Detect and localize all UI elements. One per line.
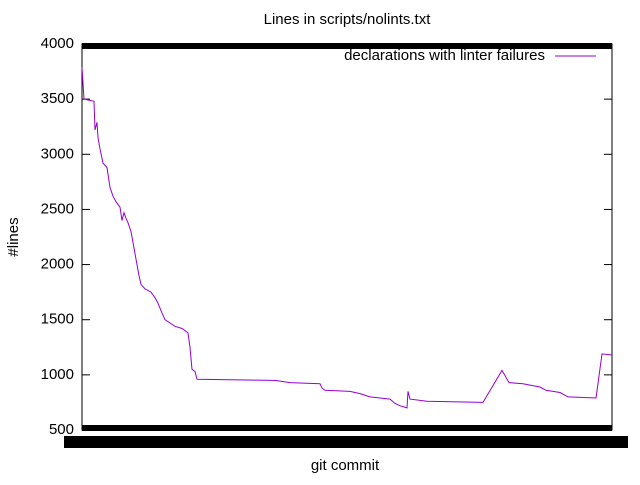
y-tick-label: 3000 <box>41 145 74 162</box>
series-line <box>81 67 613 409</box>
y-tick-label: 2000 <box>41 256 74 273</box>
y-tick-label: 3500 <box>41 90 74 107</box>
y-axis-label: #lines <box>5 217 22 256</box>
top-tick-band <box>82 43 612 49</box>
y-tick-label: 2500 <box>41 200 74 217</box>
legend-label: declarations with linter failures <box>344 47 545 64</box>
y-tick-label: 4000 <box>41 35 74 52</box>
y-tick-label: 1000 <box>41 366 74 383</box>
y-tick-label: 500 <box>49 421 74 438</box>
bottom-tick-band <box>82 425 612 431</box>
chart-title: Lines in scripts/nolints.txt <box>264 11 432 28</box>
x-tick-label-smear <box>64 436 628 448</box>
y-tick-label: 1500 <box>41 311 74 328</box>
x-axis-label: git commit <box>311 457 380 474</box>
